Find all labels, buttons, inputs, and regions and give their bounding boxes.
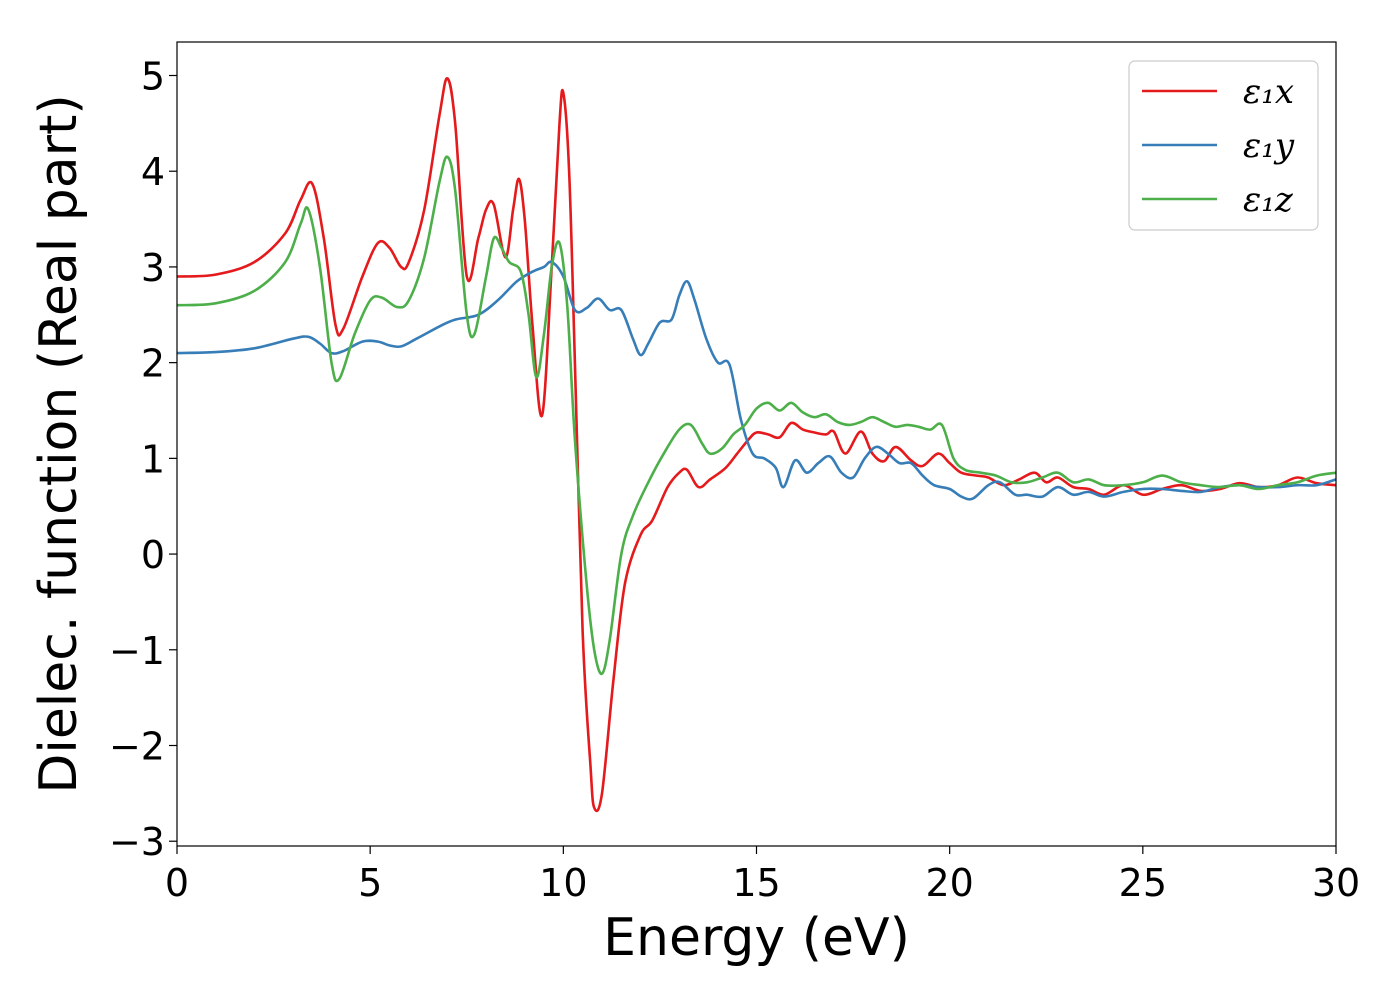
legend: ε₁x ε₁y ε₁z bbox=[1128, 60, 1319, 231]
x-axis-ticks: 0 5 10 15 20 25 30 bbox=[165, 846, 1360, 905]
y-tick-label: 2 bbox=[141, 342, 165, 386]
y-tick-label: 0 bbox=[141, 533, 165, 577]
y-tick-label: 3 bbox=[141, 246, 165, 290]
series-line-1 bbox=[177, 77, 1336, 813]
x-tick-label: 25 bbox=[1119, 861, 1167, 905]
y-axis-ticks: −3 −2 −1 0 1 2 3 4 5 bbox=[109, 55, 177, 864]
y-tick-label: −3 bbox=[109, 820, 165, 864]
x-tick-label: 0 bbox=[165, 861, 189, 905]
legend-label: ε₁z bbox=[1243, 180, 1294, 220]
y-tick-label: 5 bbox=[141, 55, 165, 99]
legend-label: ε₁x bbox=[1243, 72, 1294, 112]
x-tick-label: 30 bbox=[1312, 861, 1360, 905]
y-tick-label: 4 bbox=[141, 150, 165, 194]
y-tick-label: 1 bbox=[141, 437, 165, 481]
series-line-3 bbox=[177, 155, 1336, 676]
series-layer bbox=[177, 77, 1336, 813]
series-line-2 bbox=[177, 260, 1336, 501]
legend-label: ε₁y bbox=[1243, 126, 1295, 166]
x-tick-label: 15 bbox=[732, 861, 780, 905]
x-tick-label: 10 bbox=[539, 861, 587, 905]
x-tick-label: 5 bbox=[358, 861, 382, 905]
x-axis-label: Energy (eV) bbox=[603, 908, 910, 968]
y-axis-label: Dielec. function (Real part) bbox=[29, 94, 89, 793]
y-tick-label: −2 bbox=[109, 725, 165, 769]
legend-box bbox=[1128, 60, 1319, 231]
y-tick-label: −1 bbox=[109, 629, 165, 673]
x-tick-label: 20 bbox=[925, 861, 973, 905]
